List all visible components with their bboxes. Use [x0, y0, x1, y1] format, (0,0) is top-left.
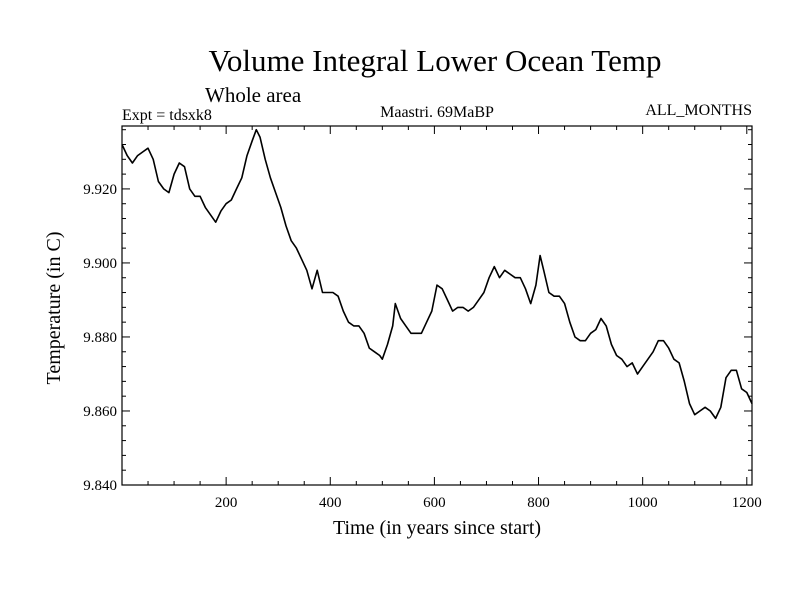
x-tick-label: 400: [319, 495, 342, 511]
y-tick-label: 9.880: [83, 330, 117, 346]
months-label: ALL_MONTHS: [645, 102, 752, 119]
chart-subtitle: Whole area: [205, 83, 302, 107]
experiment-label: Expt = tdsxk8: [122, 107, 212, 124]
run-label: Maastri. 69MaBP: [380, 104, 494, 121]
x-tick-label: 600: [423, 495, 446, 511]
x-tick-label: 200: [215, 495, 238, 511]
x-tick-label: 1000: [628, 495, 658, 511]
x-tick-label: 800: [527, 495, 550, 511]
y-axis-label: Temperature (in C): [43, 232, 65, 385]
y-tick-label: 9.900: [83, 256, 117, 272]
plot-frame: [121, 125, 753, 486]
y-tick-label: 9.860: [83, 404, 117, 420]
y-tick-label: 9.920: [83, 182, 117, 198]
x-axis-label: Time (in years since start): [333, 517, 541, 539]
x-tick-label: 1200: [732, 495, 762, 511]
y-tick-label: 9.840: [83, 478, 117, 494]
axis-ticks: [122, 126, 752, 485]
tick-labels: 200 400 600 800 1000 1200 9.840 9.860 9.880 9.900…: [83, 182, 762, 511]
chart-title: Volume Integral Lower Ocean Temp: [209, 43, 662, 78]
series-line: [121, 128, 753, 420]
